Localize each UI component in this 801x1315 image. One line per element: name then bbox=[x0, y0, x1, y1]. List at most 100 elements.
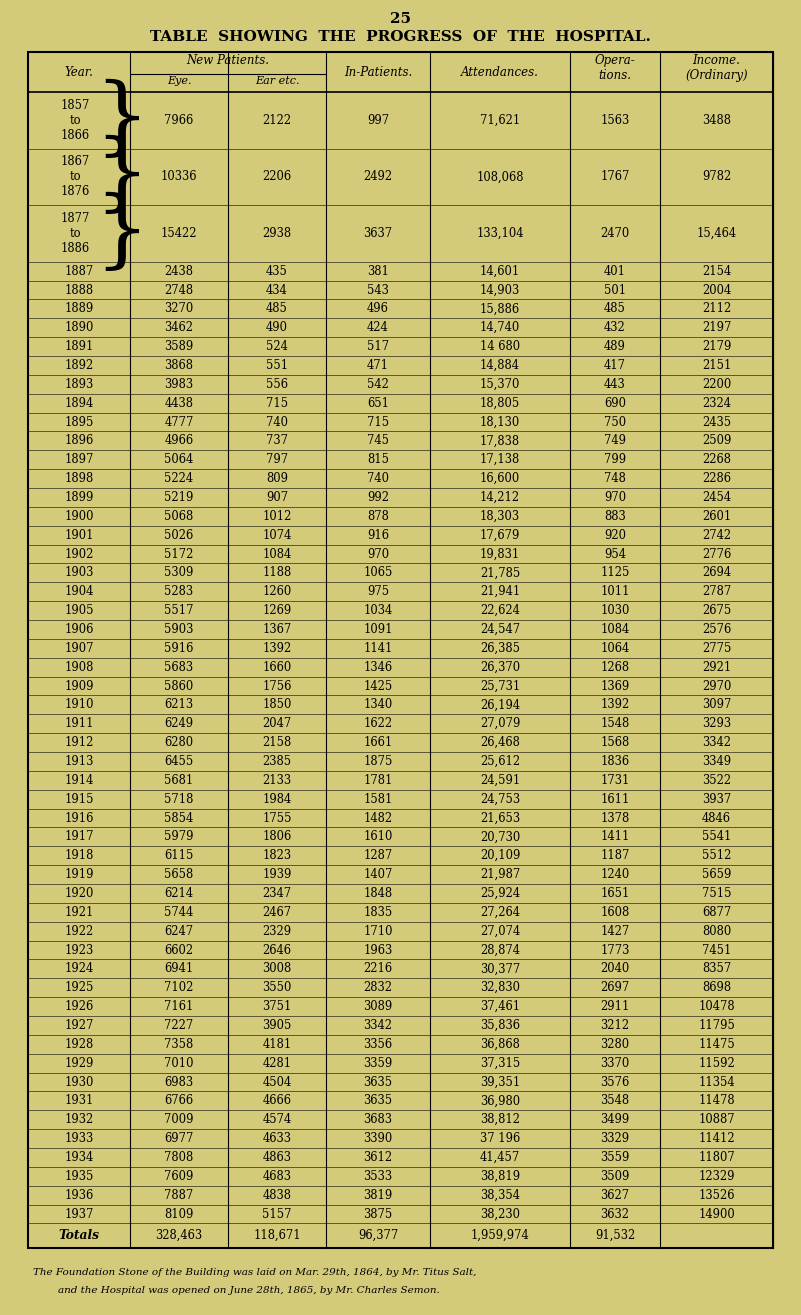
Text: 6280: 6280 bbox=[164, 736, 194, 750]
Text: 1926: 1926 bbox=[64, 1001, 94, 1013]
Text: 799: 799 bbox=[604, 454, 626, 467]
Text: 11475: 11475 bbox=[698, 1038, 735, 1051]
Text: 7009: 7009 bbox=[164, 1114, 194, 1126]
Text: 36,868: 36,868 bbox=[480, 1038, 520, 1051]
Text: 18,303: 18,303 bbox=[480, 510, 520, 523]
Text: 1914: 1914 bbox=[64, 773, 94, 786]
Text: 1929: 1929 bbox=[64, 1057, 94, 1069]
Text: 1268: 1268 bbox=[601, 660, 630, 673]
Text: 5854: 5854 bbox=[164, 811, 194, 825]
Text: 4683: 4683 bbox=[263, 1170, 292, 1182]
Text: 1916: 1916 bbox=[64, 811, 94, 825]
Text: 3612: 3612 bbox=[364, 1151, 392, 1164]
Text: 3342: 3342 bbox=[364, 1019, 392, 1032]
Text: 5064: 5064 bbox=[164, 454, 194, 467]
Text: 2200: 2200 bbox=[702, 377, 731, 391]
Text: 8109: 8109 bbox=[164, 1207, 194, 1220]
Text: 7358: 7358 bbox=[164, 1038, 194, 1051]
Text: 26,385: 26,385 bbox=[480, 642, 520, 655]
Text: 10336: 10336 bbox=[161, 171, 197, 183]
Text: 108,068: 108,068 bbox=[477, 171, 524, 183]
Text: 1935: 1935 bbox=[64, 1170, 94, 1182]
Text: TABLE  SHOWING  THE  PROGRESS  OF  THE  HOSPITAL.: TABLE SHOWING THE PROGRESS OF THE HOSPIT… bbox=[150, 30, 651, 43]
Text: 3390: 3390 bbox=[364, 1132, 392, 1145]
Text: 2040: 2040 bbox=[601, 963, 630, 976]
Text: 1904: 1904 bbox=[64, 585, 94, 598]
Text: 1610: 1610 bbox=[364, 830, 392, 843]
Text: 1899: 1899 bbox=[64, 490, 94, 504]
Text: 1912: 1912 bbox=[64, 736, 94, 750]
Text: 5916: 5916 bbox=[164, 642, 194, 655]
Text: 11354: 11354 bbox=[698, 1076, 735, 1089]
Text: 10478: 10478 bbox=[698, 1001, 735, 1013]
Text: 37,315: 37,315 bbox=[480, 1057, 520, 1069]
Text: 38,819: 38,819 bbox=[480, 1170, 520, 1182]
Text: 1065: 1065 bbox=[364, 567, 392, 580]
Text: 328,463: 328,463 bbox=[155, 1230, 203, 1243]
Text: 7161: 7161 bbox=[164, 1001, 194, 1013]
Text: 5541: 5541 bbox=[702, 830, 731, 843]
Text: 2206: 2206 bbox=[263, 171, 292, 183]
Text: 6941: 6941 bbox=[164, 963, 194, 976]
Text: 3550: 3550 bbox=[262, 981, 292, 994]
Text: 2675: 2675 bbox=[702, 604, 731, 617]
Text: 3522: 3522 bbox=[702, 773, 731, 786]
Text: 1908: 1908 bbox=[64, 660, 94, 673]
Text: Opera-
tions.: Opera- tions. bbox=[594, 54, 635, 82]
Text: 25: 25 bbox=[390, 12, 411, 26]
Text: 3559: 3559 bbox=[600, 1151, 630, 1164]
Text: 1034: 1034 bbox=[364, 604, 392, 617]
Text: 1482: 1482 bbox=[364, 811, 392, 825]
Text: 1660: 1660 bbox=[263, 660, 292, 673]
Text: 4633: 4633 bbox=[263, 1132, 292, 1145]
Text: 6247: 6247 bbox=[164, 924, 194, 938]
Text: 7227: 7227 bbox=[164, 1019, 194, 1032]
Text: 1921: 1921 bbox=[64, 906, 94, 919]
Text: 2133: 2133 bbox=[263, 773, 292, 786]
Text: 26,194: 26,194 bbox=[480, 698, 520, 711]
Text: 1064: 1064 bbox=[601, 642, 630, 655]
Text: 1084: 1084 bbox=[263, 547, 292, 560]
Text: 1898: 1898 bbox=[64, 472, 94, 485]
Text: 11478: 11478 bbox=[698, 1094, 735, 1107]
Text: 1411: 1411 bbox=[600, 830, 630, 843]
Text: 2329: 2329 bbox=[263, 924, 292, 938]
Text: 1919: 1919 bbox=[64, 868, 94, 881]
Text: 5658: 5658 bbox=[164, 868, 194, 881]
Text: 21,653: 21,653 bbox=[480, 811, 520, 825]
Text: 1848: 1848 bbox=[364, 888, 392, 899]
Text: 401: 401 bbox=[604, 264, 626, 277]
Text: 38,354: 38,354 bbox=[480, 1189, 520, 1202]
Text: 7010: 7010 bbox=[164, 1057, 194, 1069]
Text: 690: 690 bbox=[604, 397, 626, 410]
Text: 4181: 4181 bbox=[263, 1038, 292, 1051]
Text: 12329: 12329 bbox=[698, 1170, 735, 1182]
Text: 133,104: 133,104 bbox=[477, 227, 524, 239]
Text: 2970: 2970 bbox=[702, 680, 731, 693]
Text: 1876: 1876 bbox=[60, 185, 90, 199]
Text: 14,212: 14,212 bbox=[480, 490, 520, 504]
Text: 1755: 1755 bbox=[262, 811, 292, 825]
Text: Attendances.: Attendances. bbox=[461, 66, 539, 79]
Text: 749: 749 bbox=[604, 434, 626, 447]
Text: 651: 651 bbox=[367, 397, 389, 410]
Text: 7887: 7887 bbox=[164, 1189, 194, 1202]
Text: 1622: 1622 bbox=[364, 717, 392, 730]
Text: 1963: 1963 bbox=[364, 944, 392, 956]
Text: 1905: 1905 bbox=[64, 604, 94, 617]
Text: 1425: 1425 bbox=[364, 680, 392, 693]
Text: 25,612: 25,612 bbox=[480, 755, 520, 768]
Text: 4838: 4838 bbox=[263, 1189, 292, 1202]
Text: 2216: 2216 bbox=[364, 963, 392, 976]
Text: }: } bbox=[95, 135, 149, 218]
Text: 1932: 1932 bbox=[64, 1114, 94, 1126]
Text: 1568: 1568 bbox=[601, 736, 630, 750]
Text: 2832: 2832 bbox=[364, 981, 392, 994]
Text: 1933: 1933 bbox=[64, 1132, 94, 1145]
Text: }: } bbox=[95, 192, 149, 275]
Text: 4966: 4966 bbox=[164, 434, 194, 447]
Text: 7808: 7808 bbox=[164, 1151, 194, 1164]
Text: 2385: 2385 bbox=[263, 755, 292, 768]
Text: The Foundation Stone of the Building was laid on Mar. 29th, 1864, by Mr. Titus S: The Foundation Stone of the Building was… bbox=[33, 1268, 477, 1277]
Text: 443: 443 bbox=[604, 377, 626, 391]
